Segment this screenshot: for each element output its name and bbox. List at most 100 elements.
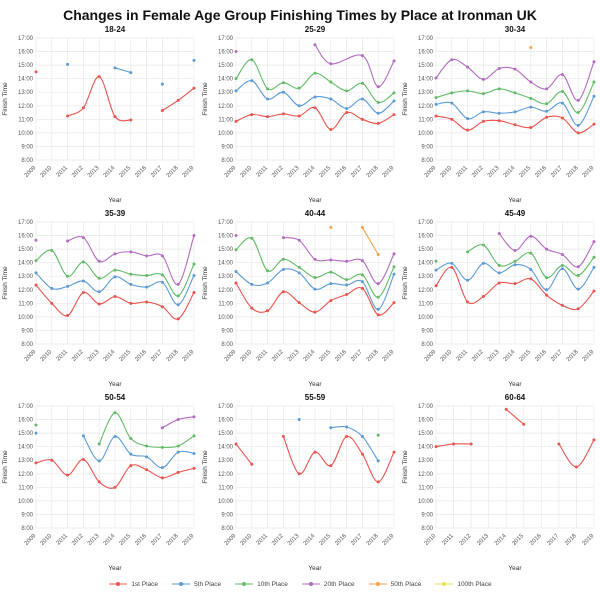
y-tick-label: 11:00 — [418, 117, 433, 123]
subplot-grid: 8:00 9:00 10:00 11:00 12:00 13:00 14:00 15:00 16… — [0, 22, 600, 574]
x-tick-label: 2011 — [456, 349, 470, 363]
gridlines — [435, 405, 595, 529]
gridlines — [35, 37, 195, 161]
series-50th-place — [529, 45, 533, 49]
series-5th-place — [34, 431, 196, 470]
x-tick-label: 2015 — [319, 349, 333, 363]
y-tick-label: 11:00 — [18, 301, 33, 307]
x-tick-label: 2018 — [366, 165, 380, 179]
y-tick-label: 17:00 — [18, 36, 34, 42]
y-tick-label: 8:00 — [421, 526, 433, 532]
x-tick-label: 2010 — [240, 533, 254, 547]
y-tick-label: 17:00 — [218, 36, 234, 42]
x-tick-label: 2010 — [440, 349, 454, 363]
x-tick-label: 2015 — [319, 533, 333, 547]
x-tick-label: 2010 — [240, 165, 254, 179]
x-axis-label: Year — [508, 565, 522, 572]
y-tick-label: 9:00 — [221, 144, 233, 150]
x-tick-label: 2011 — [456, 165, 470, 179]
x-axis-label: Year — [108, 381, 122, 388]
x-tick-label: 2019 — [182, 165, 196, 179]
x-tick-label: 2018 — [566, 349, 580, 363]
x-tick-label: 2017 — [350, 349, 364, 363]
x-tick-label: 2013 — [87, 533, 101, 547]
y-tick-label: 10:00 — [218, 131, 234, 137]
y-tick-label: 10:00 — [218, 499, 234, 505]
subplot-55-59: 8:00 9:00 10:00 11:00 12:00 13:00 14:00 15:00 16… — [202, 393, 396, 572]
y-tick-label: 8:00 — [21, 526, 33, 532]
y-tick-label: 15:00 — [218, 431, 234, 437]
legend-label: 10th Place — [257, 580, 288, 588]
x-tick-label: 2016 — [534, 165, 548, 179]
y-tick-label: 17:00 — [218, 220, 234, 226]
x-tick-label: 2012 — [471, 165, 485, 179]
y-tick-label: 11:00 — [18, 485, 33, 491]
y-axis-label: Finish Time — [402, 266, 409, 300]
x-tick-label: 2014 — [503, 349, 517, 363]
x-tick-label: 2017 — [350, 533, 364, 547]
y-tick-label: 14:00 — [218, 445, 234, 451]
x-tick-label: 2017 — [350, 165, 364, 179]
y-tick-label: 16:00 — [18, 418, 34, 424]
x-tick-label: 2012 — [271, 165, 285, 179]
chart-title: Changes in Female Age Group Finishing Ti… — [63, 7, 537, 23]
subplot-title: 55-59 — [305, 393, 326, 402]
x-tick-label: 2015 — [519, 165, 533, 179]
y-axis-label: Finish Time — [2, 82, 9, 116]
x-tick-label: 2016 — [529, 533, 543, 547]
y-tick-label: 11:00 — [218, 485, 233, 491]
y-tick-label: 9:00 — [421, 512, 433, 518]
x-tick-label: 2019 — [182, 349, 196, 363]
y-tick-label: 15:00 — [18, 63, 34, 69]
legend-label: 5th Place — [194, 580, 222, 588]
x-tick-label: 2012 — [71, 533, 85, 547]
x-tick-label: 2016 — [134, 533, 148, 547]
y-tick-label: 15:00 — [418, 431, 434, 437]
subplot-40-44: 8:00 9:00 10:00 11:00 12:00 13:00 14:00 15:00 16… — [202, 209, 396, 388]
x-tick-label: 2009 — [24, 533, 38, 547]
x-tick-label: 2015 — [519, 349, 533, 363]
series-10th-place — [234, 58, 396, 104]
x-tick-label: 2013 — [287, 349, 301, 363]
subplot-title: 35-39 — [105, 209, 126, 218]
y-tick-label: 11:00 — [418, 485, 433, 491]
y-tick-label: 17:00 — [218, 404, 234, 410]
y-tick-label: 8:00 — [221, 342, 233, 348]
legend-item-50th-place: 50th Place — [368, 580, 422, 588]
y-tick-label: 17:00 — [18, 220, 34, 226]
series-5th-place — [34, 271, 196, 307]
series-20th-place — [497, 232, 596, 269]
x-tick-label: 2014 — [103, 533, 117, 547]
x-tick-label: 2019 — [582, 533, 596, 547]
legend-label: 1st Place — [131, 580, 159, 588]
series-10th-place — [234, 236, 396, 299]
series-20th-place — [160, 415, 196, 430]
x-tick-label: 2013 — [287, 165, 301, 179]
y-tick-label: 9:00 — [421, 328, 433, 334]
x-tick-label: 2014 — [503, 165, 517, 179]
x-tick-label: 2019 — [582, 165, 596, 179]
subplot-title: 18-24 — [105, 25, 126, 34]
gridlines — [435, 37, 595, 161]
series-50th-place — [329, 225, 380, 257]
y-tick-label: 15:00 — [18, 431, 34, 437]
x-axis-label: Year — [108, 197, 122, 204]
x-tick-label: 2011 — [56, 533, 70, 547]
x-tick-label: 2018 — [366, 349, 380, 363]
subplot-title: 45-49 — [505, 209, 526, 218]
x-axis-label: Year — [108, 565, 122, 572]
y-tick-label: 9:00 — [221, 328, 233, 334]
y-tick-label: 10:00 — [418, 131, 434, 137]
y-tick-label: 12:00 — [418, 288, 434, 294]
y-tick-label: 10:00 — [18, 315, 34, 321]
legend-item-5th-place: 5th Place — [171, 580, 221, 588]
y-tick-label: 13:00 — [218, 274, 234, 280]
legend-key-icon — [109, 582, 128, 586]
y-tick-label: 14:00 — [18, 261, 34, 267]
y-tick-label: 9:00 — [221, 512, 233, 518]
legend-label: 50th Place — [390, 580, 422, 588]
subplot-title: 25-29 — [305, 25, 326, 34]
subplot-30-34: 8:00 9:00 10:00 11:00 12:00 13:00 14:00 15:00 16… — [402, 25, 596, 204]
x-tick-label: 2012 — [271, 533, 285, 547]
x-tick-label: 2011 — [56, 349, 70, 363]
